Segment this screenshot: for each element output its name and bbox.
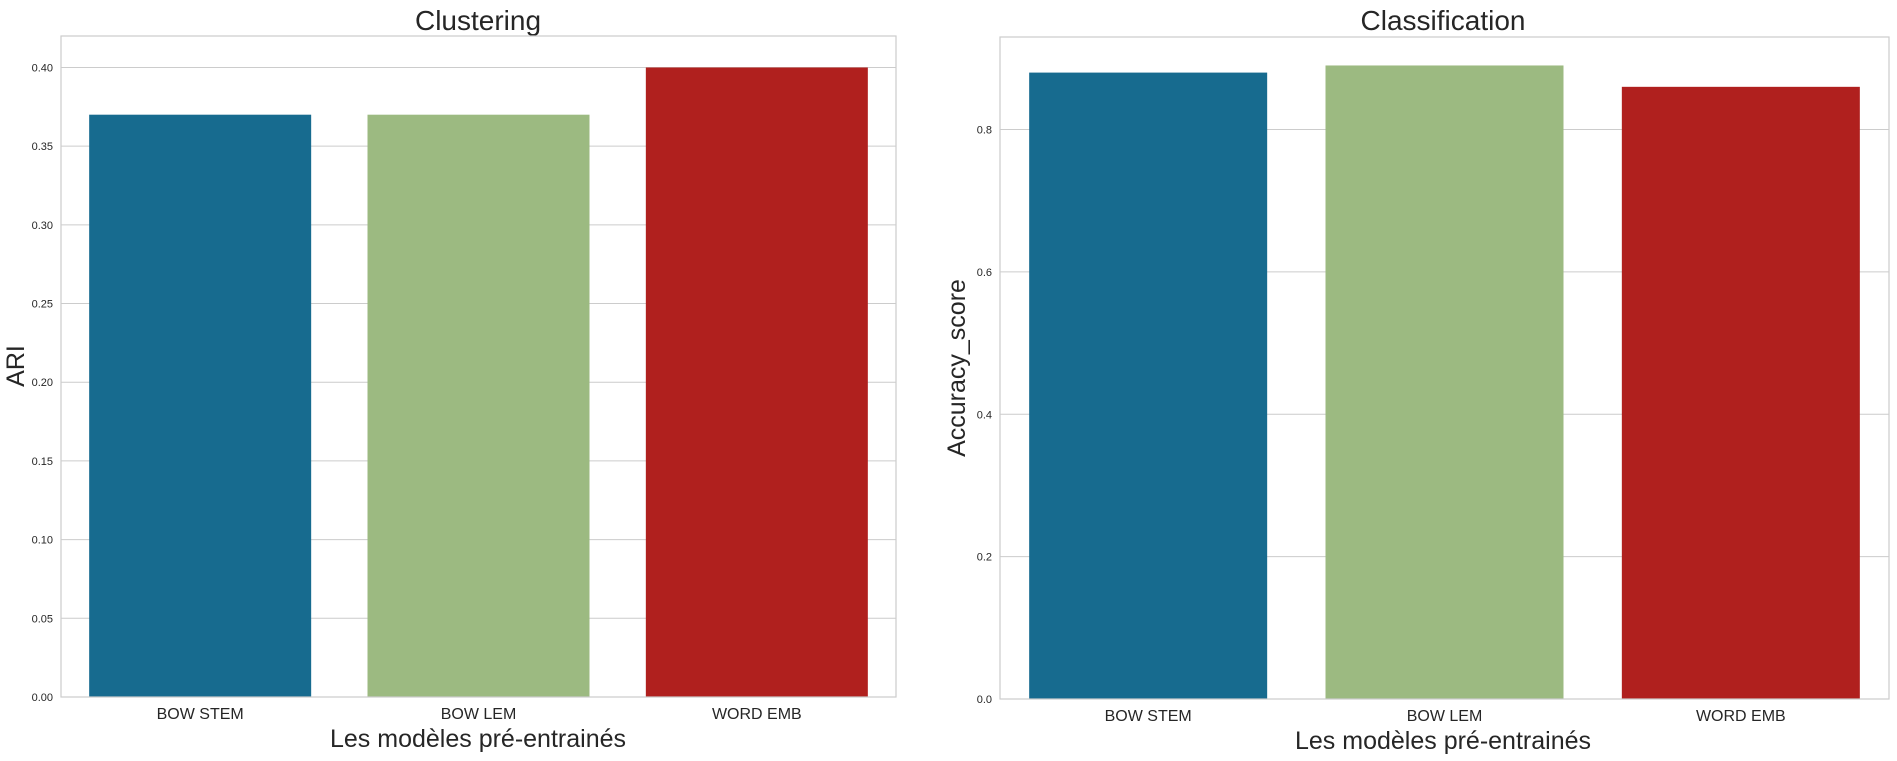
clustering-bars [89, 67, 868, 697]
classification-bar-bow-lem [1325, 65, 1564, 699]
clustering-y-ticks: 0.00 0.05 0.10 0.15 0.20 0.25 0.30 0.35 0.40 [32, 62, 53, 704]
clustering-y-tick-label: 0.20 [32, 377, 53, 389]
classification-x-tick-label: BOW STEM [1105, 708, 1192, 725]
clustering-x-tick-label: BOW LEM [441, 706, 517, 723]
classification-panel: Classification 0.00.20.40.60.8 BOW STEM B… [943, 5, 1890, 755]
classification-title: Classification [1361, 5, 1526, 36]
classification-y-tick-label: 0.8 [977, 125, 992, 137]
classification-x-axis-label: Les modèles pré-entrainés [1295, 727, 1591, 755]
classification-bar-word-emb [1621, 86, 1860, 700]
classification-bars [1029, 65, 1860, 700]
classification-y-tick-label: 0.4 [977, 409, 992, 421]
clustering-y-tick-label: 0.00 [32, 692, 53, 704]
clustering-y-tick-label: 0.35 [32, 141, 53, 153]
classification-y-tick-label: 0.6 [977, 267, 992, 279]
clustering-y-tick-label: 0.30 [32, 220, 53, 232]
clustering-title: Clustering [415, 5, 541, 36]
clustering-y-tick-label: 0.15 [32, 456, 53, 468]
classification-y-ticks: 0.0 0.2 0.4 0.6 0.8 [977, 125, 992, 706]
clustering-plot-frame [60, 35, 897, 698]
clustering-x-axis-label: Les modèles pré-entrainés [330, 725, 626, 753]
classification-y-tick-label: 0.2 [977, 552, 992, 564]
classification-y-tick-label: 0.0 [977, 694, 992, 706]
classification-bar-bow-stem [1029, 72, 1268, 699]
clustering-panel: Clustering 0.000.050.100.150.200.250.300… [2, 5, 897, 753]
clustering-bar-bow-lem [367, 114, 590, 697]
classification-x-tick-label: WORD EMB [1696, 708, 1786, 725]
classification-y-axis-label: Accuracy_score [943, 279, 971, 457]
clustering-x-tick-label: BOW STEM [157, 706, 244, 723]
classification-x-ticks: BOW STEM BOW LEM WORD EMB [1105, 708, 1786, 725]
classification-x-tick-label: BOW LEM [1407, 708, 1483, 725]
clustering-bar-word-emb [645, 67, 868, 697]
clustering-y-axis-label: ARI [2, 345, 30, 387]
clustering-x-ticks: BOW STEM BOW LEM WORD EMB [157, 706, 802, 723]
clustering-y-tick-label: 0.25 [32, 299, 53, 311]
clustering-x-tick-label: WORD EMB [712, 706, 802, 723]
clustering-y-tick-label: 0.05 [32, 613, 53, 625]
clustering-bar-bow-stem [89, 114, 312, 697]
classification-plot-frame [999, 36, 1890, 700]
clustering-y-tick-label: 0.10 [32, 535, 53, 547]
clustering-y-tick-label: 0.40 [32, 62, 53, 74]
